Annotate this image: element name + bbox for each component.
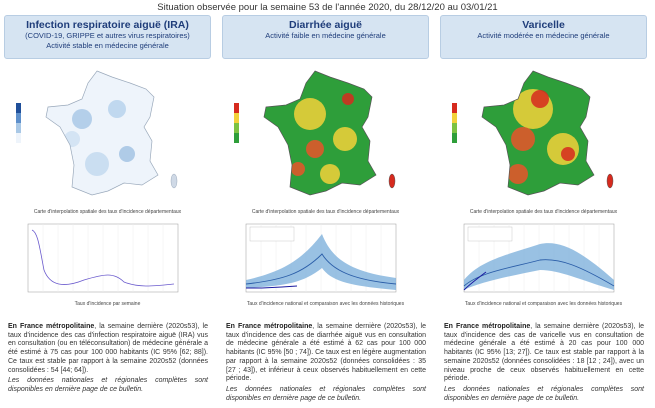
map-area [511,127,535,151]
corsica [388,173,396,189]
legend-swatch [16,133,21,143]
panel: Varicelle Activité modérée en médecine gé… [440,15,647,408]
panel-text: En France métropolitaine, la semaine der… [8,323,208,395]
map-area [342,93,354,105]
map-area [119,146,135,162]
chart-caption: Taux d'incidence par semaine [74,301,141,307]
legend-swatch [234,123,239,133]
panel-subtitle: (COVID-19, GRIPPE et autres virus respir… [25,31,190,40]
chart-current [246,285,298,289]
panel-header: Diarrhée aiguë Activité faible en médecin… [222,15,429,59]
page-title: Situation observée pour la semaine 53 de… [157,2,498,13]
legend-swatch [452,123,457,133]
panel-header: Varicelle Activité modérée en médecine gé… [440,15,647,59]
map [16,70,178,196]
map-blobs [508,89,579,184]
panel-note: Les données nationales et régionales com… [8,377,208,393]
chart-caption: Taux d'incidence national et comparaison… [464,301,623,307]
chart [245,223,397,293]
map-area [72,109,92,129]
legend-swatch [452,103,457,113]
legend-swatch [234,113,239,123]
chart-legend-box [467,226,513,242]
panel-header: Infection respiratoire aiguë (IRA) (COVID… [4,15,211,59]
panel-note: Les données nationales et régionales com… [444,385,644,402]
chart-current [463,271,487,291]
map-area [531,90,549,108]
map-group [45,70,178,196]
map-area [333,127,357,151]
map-base [264,71,376,195]
map-area [561,147,575,161]
panel-text: En France métropolitaine, la semaine der… [226,323,426,403]
map-base [46,71,158,195]
map-caption: Carte d'interpolation spatiale des taux … [33,209,182,215]
panel-note: Les données nationales et régionales com… [226,385,426,402]
legend-swatch [16,123,21,133]
legend-swatch [16,113,21,123]
map-area [291,162,305,176]
legend-swatch [452,133,457,143]
map-outline [45,70,159,196]
panel-subtitle: Activité modérée en médecine générale [477,31,610,40]
panel-text: En France métropolitaine, la semaine der… [444,323,644,403]
chart-caption: Taux d'incidence national et comparaison… [246,301,405,307]
map-outline [263,70,377,196]
chart [463,223,615,293]
chart-band [246,234,396,290]
map-area [547,133,579,165]
corsica [606,173,614,189]
panel-title: Diarrhée aiguë [289,19,362,31]
panel: Infection respiratoire aiguë (IRA) (COVID… [4,15,211,408]
legend-swatch [234,133,239,143]
panel-text-lead: En France métropolitaine [8,323,95,330]
map-area [508,164,528,184]
chart-line [245,253,397,285]
chart-line [31,229,175,287]
map-caption: Carte d'interpolation spatiale des taux … [469,209,618,215]
panel-subtitle: Activité stable en médecine générale [46,41,169,50]
panel-text-lead: En France métropolitaine [444,323,531,330]
map-blobs [291,93,357,184]
map-area [108,100,126,118]
map-group [263,70,396,196]
map-area [320,164,340,184]
chart-legend-box [249,226,295,242]
panel-text-body: , la semaine dernière (2020s53), le taux… [444,323,644,383]
map [452,70,614,196]
map-area [306,140,324,158]
panel-title: Infection respiratoire aiguë (IRA) [26,19,189,31]
map-group [481,70,614,196]
panel-subtitle: Activité faible en médecine générale [265,31,386,40]
map [234,70,396,196]
map-area [85,152,109,176]
legend-swatch [16,103,21,113]
corsica [170,173,178,189]
map-area [294,98,326,130]
map-blobs [64,100,135,176]
chart-band [464,243,614,290]
panel-text-body: , la semaine dernière (2020s53), le taux… [8,323,208,374]
panel-text-body: , la semaine dernière (2020s53), le taux… [226,323,427,383]
panel-text-lead: En France métropolitaine [226,323,313,330]
chart [27,223,179,293]
panel-title: Varicelle [522,19,565,31]
map-caption: Carte d'interpolation spatiale des taux … [251,209,400,215]
legend-swatch [452,113,457,123]
map-outline [481,70,595,196]
legend-swatch [234,103,239,113]
panel: Diarrhée aiguë Activité faible en médecin… [222,15,429,408]
map-base [482,71,594,195]
